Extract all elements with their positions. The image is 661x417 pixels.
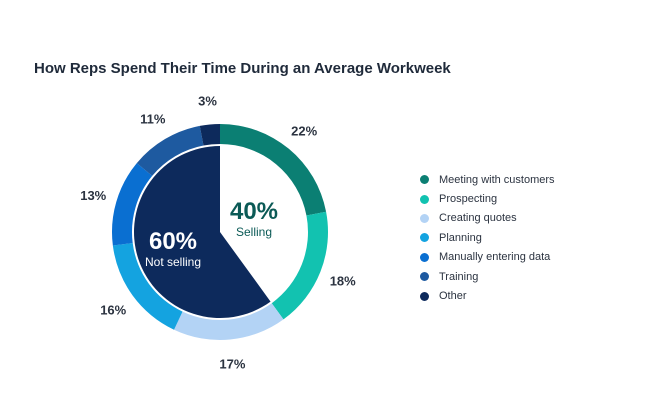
chart-legend: Meeting with customers Prospecting Creatin…: [420, 170, 555, 306]
legend-label: Meeting with customers: [439, 173, 555, 186]
ring-slice-2: [271, 211, 329, 320]
legend-swatch: [420, 252, 429, 262]
slice-value-label: 18%: [330, 274, 356, 289]
legend-label: Prospecting: [439, 193, 498, 206]
legend-swatch: [420, 175, 429, 185]
legend-swatch: [420, 233, 429, 243]
legend-item: Prospecting: [420, 189, 555, 208]
legend-swatch: [420, 213, 429, 223]
legend-label: Other: [439, 290, 467, 303]
ring-slice-7: [199, 124, 220, 146]
legend-label: Creating quotes: [439, 212, 517, 225]
selling-label: Selling: [236, 225, 272, 239]
legend-item: Training: [420, 267, 555, 286]
chart-title: How Reps Spend Their Time During an Aver…: [34, 60, 451, 77]
ring-slice-4: [112, 243, 183, 330]
ring-slice-5: [112, 163, 153, 246]
legend-item: Creating quotes: [420, 209, 555, 228]
legend-label: Planning: [439, 231, 482, 244]
legend-label: Training: [439, 270, 479, 283]
legend-swatch: [420, 291, 429, 301]
slice-value-label: 13%: [80, 188, 106, 203]
slice-value-label: 22%: [291, 123, 317, 138]
ring-slice-1: [220, 124, 327, 216]
legend-swatch: [420, 272, 429, 282]
legend-item: Other: [420, 286, 555, 305]
legend-item: Planning: [420, 228, 555, 247]
not-selling-wedge: [133, 146, 271, 318]
legend-label: Manually entering data: [439, 251, 551, 264]
legend-item: Meeting with customers: [420, 170, 555, 189]
not-selling-label: Not selling: [145, 255, 201, 269]
selling-wedge: [220, 146, 306, 302]
legend-item: Manually entering data: [420, 248, 555, 267]
slice-value-label: 11%: [140, 111, 166, 126]
slice-value-label: 17%: [219, 356, 245, 371]
slice-value-label: 3%: [198, 94, 217, 109]
legend-swatch: [420, 194, 429, 204]
selling-value: 40%: [230, 198, 278, 225]
ring-slice-3: [174, 303, 284, 340]
slice-value-label: 16%: [100, 303, 126, 318]
ring-slice-6: [136, 125, 204, 176]
not-selling-value: 60%: [149, 228, 197, 255]
